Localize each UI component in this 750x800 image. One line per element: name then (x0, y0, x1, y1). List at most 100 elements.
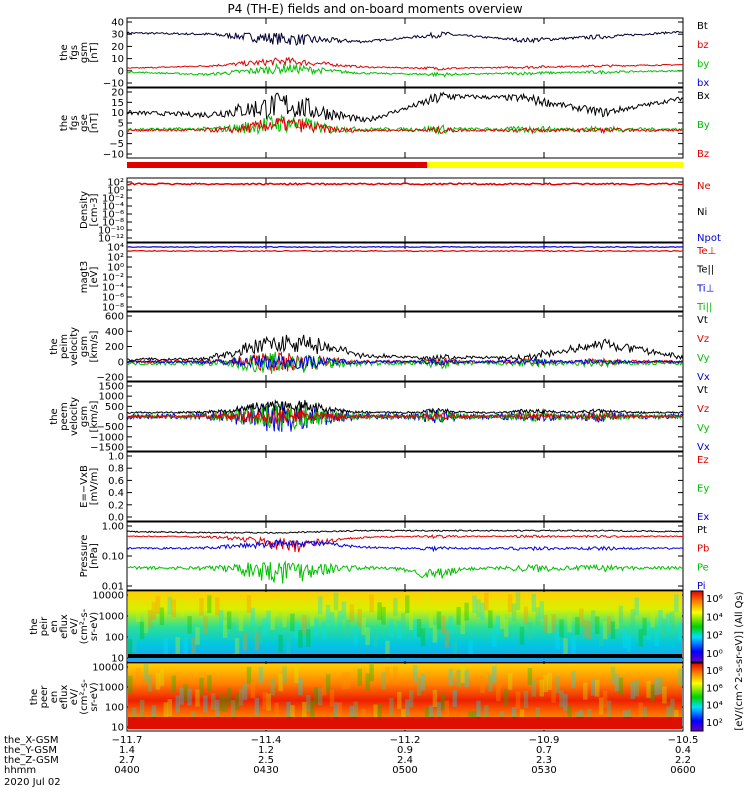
colorbar-tick-label: 10⁸ (706, 666, 723, 677)
spectrogram-cell (507, 672, 513, 690)
y-tick-label: −500 (97, 422, 124, 433)
y-tick-label: 0 (118, 66, 124, 77)
spectrogram-cell (242, 683, 248, 701)
spectrogram-cell (590, 610, 596, 629)
y-axis-label-line: peir (39, 616, 50, 636)
spectrogram-cell (511, 707, 517, 725)
spectrogram-cell (507, 594, 513, 613)
spectrogram-cell (321, 621, 327, 640)
y-tick-label: 10 (111, 108, 124, 119)
x-tick-label: 0600 (670, 765, 695, 776)
colorbar-segment (690, 662, 704, 732)
spectrogram-cell (313, 618, 319, 637)
spectrogram-cell (139, 621, 145, 640)
spectrogram-cell (480, 602, 485, 621)
x-tick-label: 2.2 (675, 755, 691, 766)
y-axis-label-line: fgs (69, 115, 80, 130)
spectrogram-cell (262, 618, 267, 637)
y-axis-label-line: eV/ (69, 618, 80, 635)
x-tick-label: 0.4 (675, 745, 691, 756)
spectrogram-cell (630, 681, 636, 699)
y-tick-label: 10⁻² (102, 194, 124, 205)
spectrogram-cell (405, 699, 410, 717)
y-tick-label: 1.0 (108, 452, 124, 463)
y-axis-label-line: eV/ (69, 688, 80, 705)
legend-entry: Vx (697, 442, 710, 453)
spectrogram-cell (266, 610, 271, 629)
y-axis-label-line: the (29, 689, 40, 705)
spectrogram-cell (539, 679, 544, 697)
spectrogram-cell (238, 613, 244, 632)
spectrogram-cell (325, 604, 331, 623)
y-axis-label-line: [nPa] (89, 543, 100, 569)
spectrogram-cell (420, 628, 426, 647)
y-tick-label: 40 (111, 18, 124, 29)
y-tick-label: 20 (111, 42, 124, 53)
spectrogram-cell (187, 616, 192, 634)
spectrogram-cell (476, 700, 481, 718)
spectrogram-cell (452, 641, 457, 660)
y-axis-label-line: gsm (79, 42, 90, 63)
spectrogram-cell (298, 630, 303, 648)
spectrogram-cell (460, 616, 465, 635)
spectrogram-cell (587, 621, 592, 639)
y-tick-label: −1500 (90, 443, 124, 454)
spectrogram-cell (290, 705, 295, 723)
spectrogram-cell (440, 615, 446, 634)
spectrogram-cell (349, 604, 355, 623)
panel-frame (126, 17, 684, 88)
spectrogram-cell (610, 621, 616, 640)
spectrogram-cell (634, 679, 639, 697)
panel-frame (126, 311, 684, 382)
spectrogram-cell (222, 620, 228, 638)
spectrogram-gap (128, 654, 682, 658)
spectrogram-cell (155, 672, 161, 690)
spectrogram-cell (199, 677, 204, 695)
spectrogram-cell (401, 612, 406, 631)
spectrogram-cell (317, 596, 323, 615)
y-axis-label-line: [eV] (89, 267, 100, 288)
spectrogram-cell (329, 611, 335, 630)
spectrogram-cell (373, 704, 378, 722)
legend-entry: Vt (697, 315, 708, 326)
y-tick-label: 0 (118, 412, 124, 423)
spectrogram-cell (215, 597, 220, 616)
spectrogram-cell (674, 594, 679, 613)
spectrogram-cell (634, 597, 639, 616)
series-Bz (126, 116, 684, 135)
y-axis-label-line: [nT] (89, 113, 100, 133)
y-tick-label: 1.00 (102, 522, 124, 533)
spectrogram-cell (357, 668, 362, 686)
y-axis-label-line: gsm (79, 336, 90, 357)
spectrogram-cell (167, 596, 173, 615)
x-tick-label: −11.2 (390, 735, 421, 746)
spectrogram-cell (397, 691, 402, 709)
legend-entry: Pe (697, 562, 709, 573)
spectrogram-cell (658, 677, 663, 695)
y-tick-label: 10 (111, 654, 124, 665)
legend-entry: Ni (697, 207, 707, 218)
spectrogram-cell (555, 632, 560, 650)
spectrogram-cell (499, 611, 505, 629)
spectrogram-cell (254, 698, 260, 716)
spectrogram-cell (666, 706, 671, 724)
spectrogram-cell (274, 702, 279, 720)
y-tick-label: 0.01 (102, 582, 124, 593)
spectrogram-cell (436, 702, 442, 720)
y-axis-label-line: eflux (59, 614, 70, 639)
y-tick-label: 10⁻⁸ (102, 218, 124, 229)
y-axis-label-line: peim (59, 334, 70, 359)
spectrogram-cell (594, 616, 600, 635)
spectrogram-cell (547, 672, 552, 690)
spectrogram-cell (670, 611, 675, 630)
spectrogram-cell (187, 688, 192, 706)
spectrogram-cell (614, 674, 620, 692)
x-tick-label: −10.5 (668, 735, 699, 746)
spectrogram-cell (353, 626, 359, 645)
spectrogram-cell (606, 700, 612, 718)
series-Bx (126, 91, 684, 123)
spectrogram-cell (317, 688, 323, 706)
legend-entry: Ti⊥ (696, 283, 714, 294)
x-axis-row-label: the_Z-GSM (4, 755, 59, 766)
